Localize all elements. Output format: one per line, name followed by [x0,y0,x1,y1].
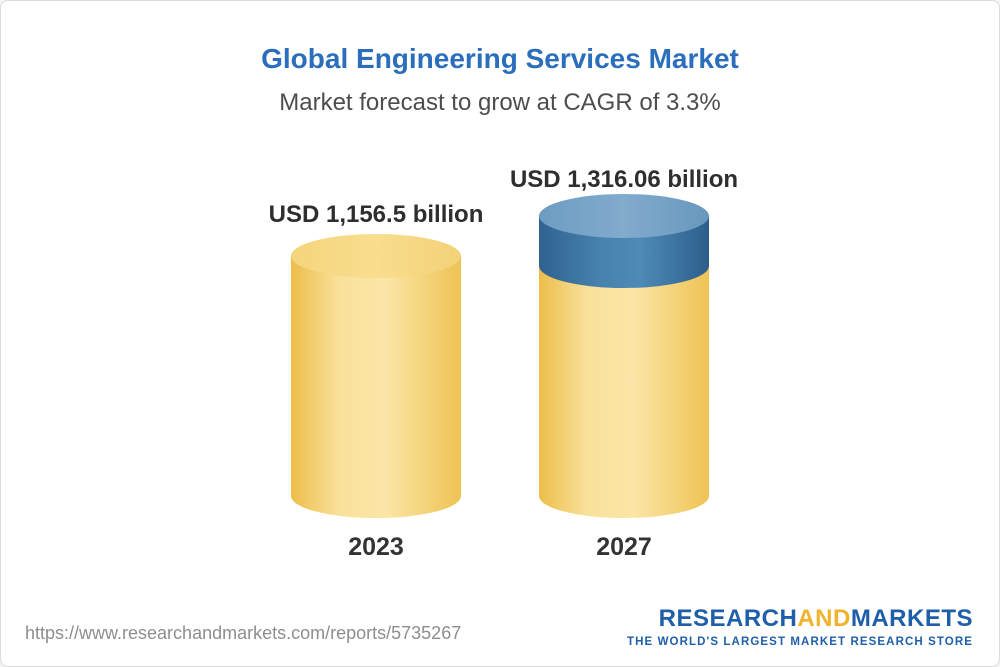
logo-word-markets: MARKETS [850,605,973,632]
report-url: https://www.researchandmarkets.com/repor… [25,623,462,643]
logo-wordmark: RESEARCHANDMARKETS [627,605,973,633]
cylinder-2027-svg [539,194,709,518]
logo-tagline: THE WORLD'S LARGEST MARKET RESEARCH STOR… [627,636,973,648]
cylinder-2023-top [291,234,461,278]
value-label-2023: USD 1,156.5 billion [268,201,484,228]
logo-word-research: RESEARCH [658,605,798,632]
chart-subtitle: Market forecast to grow at CAGR of 3.3% [279,89,721,116]
value-label-2027: USD 1,316.06 billion [509,166,739,193]
cylinder-2027-top [539,194,709,238]
cylinder-2023-svg [291,234,461,518]
researchandmarkets-logo: RESEARCHANDMARKETS THE WORLD'S LARGEST M… [627,605,973,648]
bar-cylinder-2023 [291,234,461,518]
bar-cylinder-2027 [539,194,709,518]
cylinder-2023-body [291,256,461,518]
cylinder-2027-body [539,216,709,518]
chart-title: Global Engineering Services Market [261,43,739,74]
logo-word-and: AND [797,605,851,632]
category-label-2027: 2027 [596,533,652,561]
category-label-2023: 2023 [348,533,404,561]
